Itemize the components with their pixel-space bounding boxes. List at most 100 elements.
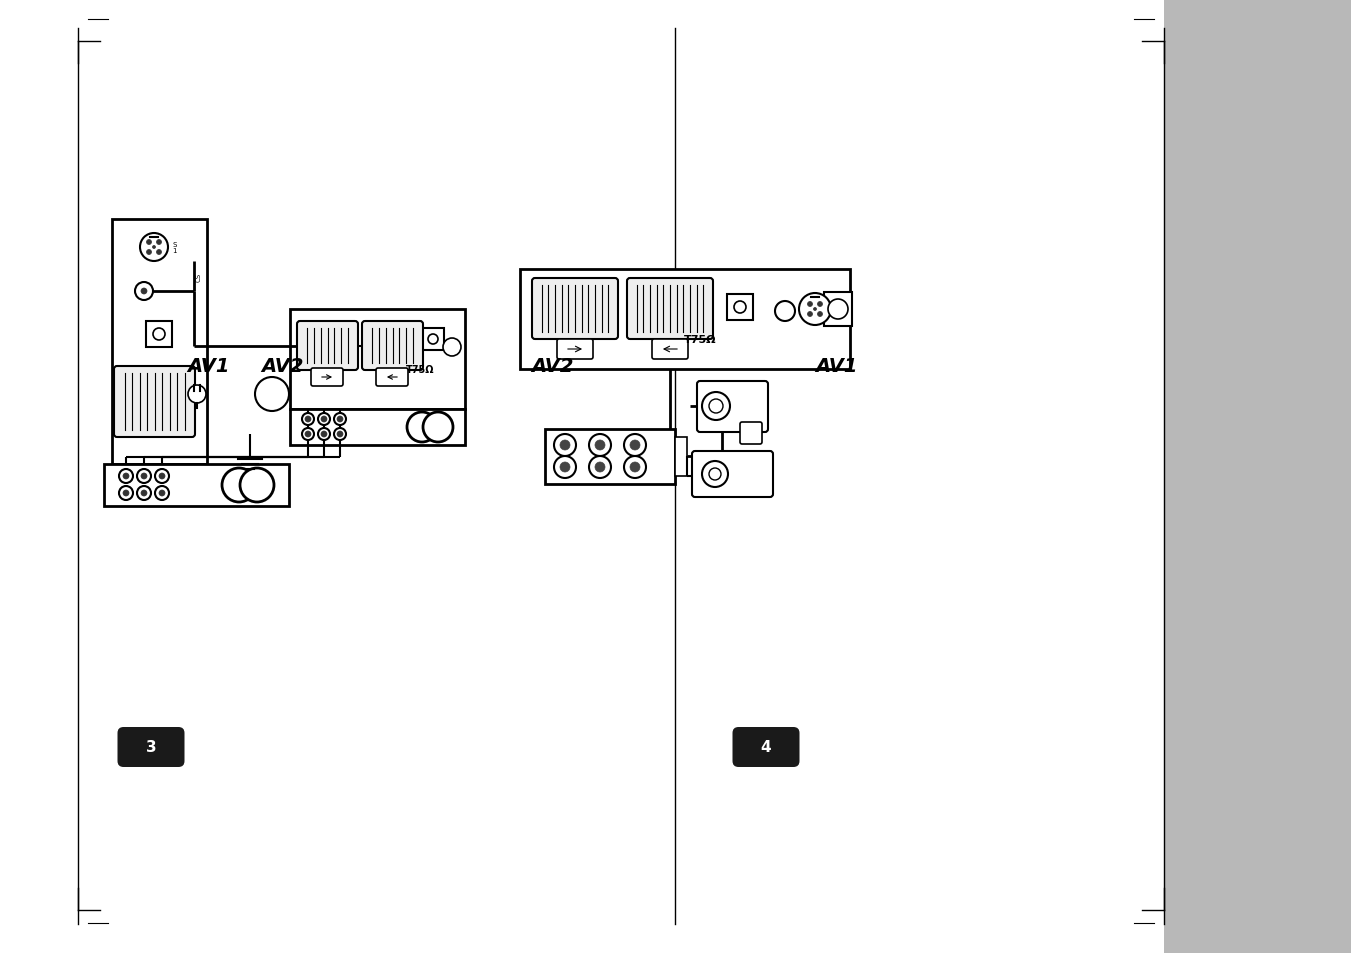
Bar — [290, 410, 465, 446]
FancyBboxPatch shape — [653, 339, 688, 359]
Text: AV1: AV1 — [816, 357, 858, 376]
Bar — [824, 293, 852, 327]
Circle shape — [594, 440, 605, 451]
Circle shape — [407, 413, 436, 442]
Circle shape — [336, 416, 343, 422]
Circle shape — [141, 233, 168, 262]
FancyBboxPatch shape — [113, 367, 195, 437]
Circle shape — [703, 393, 730, 420]
Circle shape — [554, 435, 576, 456]
Text: CS: CS — [196, 273, 203, 281]
Circle shape — [303, 414, 313, 426]
Bar — [544, 430, 676, 484]
Bar — [520, 270, 850, 370]
FancyBboxPatch shape — [297, 322, 358, 371]
FancyBboxPatch shape — [697, 381, 767, 433]
FancyBboxPatch shape — [118, 727, 185, 767]
Circle shape — [155, 486, 169, 500]
Bar — [1165, 0, 1351, 953]
Circle shape — [155, 470, 169, 483]
FancyBboxPatch shape — [732, 727, 800, 767]
Circle shape — [828, 299, 848, 319]
FancyBboxPatch shape — [376, 369, 408, 387]
Circle shape — [817, 302, 823, 307]
Circle shape — [808, 313, 812, 317]
FancyBboxPatch shape — [362, 322, 423, 371]
Circle shape — [119, 470, 132, 483]
FancyBboxPatch shape — [311, 369, 343, 387]
Circle shape — [136, 470, 151, 483]
Circle shape — [443, 338, 461, 356]
Circle shape — [317, 429, 330, 440]
Bar — [727, 294, 753, 320]
Text: AV2: AV2 — [262, 357, 304, 376]
Circle shape — [322, 432, 327, 437]
Circle shape — [136, 486, 151, 500]
Circle shape — [240, 469, 274, 502]
Text: T75Ω: T75Ω — [405, 365, 434, 375]
Circle shape — [554, 456, 576, 478]
Circle shape — [123, 474, 128, 479]
Text: 4: 4 — [761, 740, 771, 755]
Circle shape — [336, 432, 343, 437]
Bar — [422, 329, 444, 351]
Circle shape — [146, 240, 151, 245]
Circle shape — [630, 440, 640, 451]
Circle shape — [594, 462, 605, 473]
Circle shape — [709, 399, 723, 414]
Circle shape — [334, 429, 346, 440]
Circle shape — [423, 413, 453, 442]
Circle shape — [709, 469, 721, 480]
Circle shape — [141, 491, 147, 497]
Circle shape — [305, 432, 311, 437]
FancyBboxPatch shape — [692, 452, 773, 497]
Circle shape — [775, 302, 794, 322]
Circle shape — [589, 456, 611, 478]
Circle shape — [123, 491, 128, 497]
Circle shape — [153, 246, 155, 250]
Circle shape — [119, 486, 132, 500]
Circle shape — [808, 302, 812, 307]
Bar — [146, 322, 172, 348]
Circle shape — [153, 329, 165, 340]
Circle shape — [589, 435, 611, 456]
Circle shape — [624, 435, 646, 456]
Text: AV1: AV1 — [188, 357, 230, 376]
Circle shape — [630, 462, 640, 473]
Bar — [104, 464, 289, 506]
Circle shape — [817, 313, 823, 317]
Circle shape — [322, 416, 327, 422]
Circle shape — [255, 377, 289, 412]
Circle shape — [141, 289, 147, 294]
FancyBboxPatch shape — [532, 278, 617, 339]
FancyBboxPatch shape — [740, 422, 762, 444]
Bar — [290, 310, 465, 410]
Circle shape — [135, 283, 153, 301]
Text: S
1: S 1 — [172, 242, 177, 253]
Circle shape — [146, 251, 151, 255]
Circle shape — [141, 474, 147, 479]
Bar — [735, 464, 761, 482]
Circle shape — [305, 416, 311, 422]
Circle shape — [428, 335, 438, 345]
Circle shape — [157, 240, 162, 245]
Circle shape — [561, 440, 570, 451]
Text: T75Ω: T75Ω — [684, 335, 716, 345]
FancyBboxPatch shape — [557, 339, 593, 359]
Circle shape — [798, 294, 831, 326]
Text: 3: 3 — [146, 740, 157, 755]
Circle shape — [813, 308, 816, 312]
Circle shape — [334, 414, 346, 426]
Circle shape — [188, 386, 205, 403]
Circle shape — [159, 474, 165, 479]
Bar — [112, 220, 207, 464]
Text: AV2: AV2 — [532, 357, 574, 376]
Circle shape — [624, 456, 646, 478]
Bar — [676, 437, 688, 476]
Circle shape — [157, 251, 162, 255]
Circle shape — [703, 461, 728, 488]
FancyBboxPatch shape — [627, 278, 713, 339]
Circle shape — [317, 414, 330, 426]
Circle shape — [561, 462, 570, 473]
Circle shape — [734, 302, 746, 314]
